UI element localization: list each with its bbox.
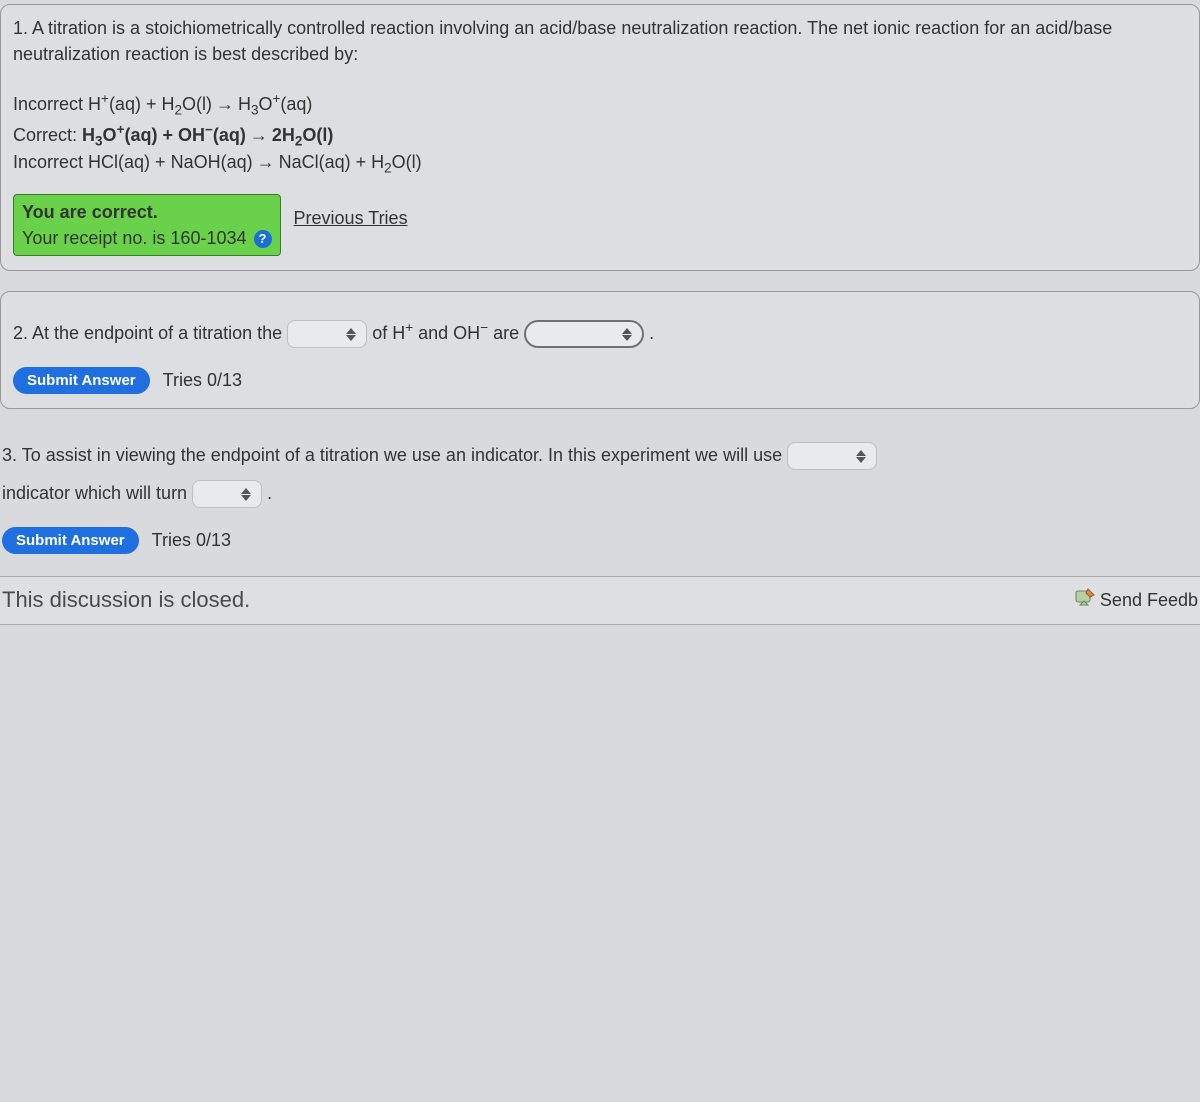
chevron-up-down-icon bbox=[346, 328, 356, 341]
q3-tries: Tries 0/13 bbox=[152, 530, 231, 550]
help-icon[interactable]: ? bbox=[254, 230, 272, 248]
discussion-closed-text: This discussion is closed. bbox=[2, 587, 250, 613]
correct-row: You are correct. Your receipt no. is 160… bbox=[13, 180, 1187, 256]
correct-feedback-box: You are correct. Your receipt no. is 160… bbox=[13, 194, 281, 256]
answer-a: Incorrect H+(aq) + H2O(l)→H3O+(aq) bbox=[13, 91, 1187, 118]
q2-tries: Tries 0/13 bbox=[163, 370, 242, 390]
chevron-up-down-icon bbox=[856, 450, 866, 463]
submit-answer-button[interactable]: Submit Answer bbox=[2, 527, 139, 554]
question-1-block: 1. A titration is a stoichiometrically c… bbox=[0, 4, 1200, 271]
answer-b: Correct: H3O+(aq) + OH−(aq)→2H2O(l) bbox=[13, 122, 1187, 149]
q3-pre: 3. To assist in viewing the endpoint of … bbox=[2, 445, 782, 465]
send-feedback-link[interactable]: Send Feedb bbox=[1074, 587, 1198, 614]
q3-select-2[interactable] bbox=[192, 480, 262, 508]
correct-line1: You are correct. bbox=[22, 202, 158, 222]
q2-pre: 2. At the endpoint of a titration the bbox=[13, 323, 282, 343]
correct-line2-pre: Your receipt no. is bbox=[22, 228, 170, 248]
q2-select-2[interactable] bbox=[524, 320, 644, 348]
question-2-block: 2. At the endpoint of a titration the of… bbox=[0, 291, 1200, 409]
q3-submit-row: Submit Answer Tries 0/13 bbox=[2, 527, 1198, 554]
send-feedback-label: Send Feedb bbox=[1100, 590, 1198, 611]
q3-line2: indicator which will turn bbox=[2, 483, 187, 503]
q2-select-1[interactable] bbox=[287, 320, 367, 348]
answer-a-equation: H+(aq) + H2O(l)→H3O+(aq) bbox=[88, 94, 312, 114]
feedback-icon bbox=[1074, 587, 1096, 614]
answer-c: Incorrect HCl(aq) + NaOH(aq)→NaCl(aq) + … bbox=[13, 152, 1187, 176]
question-2-text: 2. At the endpoint of a titration the of… bbox=[13, 314, 1187, 353]
question-3-text: 3. To assist in viewing the endpoint of … bbox=[2, 437, 1198, 475]
q3-period: . bbox=[267, 483, 272, 503]
question-3-block: 3. To assist in viewing the endpoint of … bbox=[0, 437, 1200, 554]
chevron-up-down-icon bbox=[622, 328, 632, 341]
question-3-text-line2: indicator which will turn . bbox=[2, 475, 1198, 513]
receipt-number: 160-1034 bbox=[170, 228, 246, 248]
discussion-footer: This discussion is closed. Send Feedb bbox=[0, 576, 1200, 625]
answer-a-prefix: Incorrect bbox=[13, 94, 83, 114]
q3-select-1[interactable] bbox=[787, 442, 877, 470]
previous-tries-link[interactable]: Previous Tries bbox=[294, 208, 408, 229]
q2-mid: of H+ and OH− are bbox=[372, 323, 519, 343]
answer-c-equation: HCl(aq) + NaOH(aq)→NaCl(aq) + H2O(l) bbox=[88, 152, 422, 172]
submit-answer-button[interactable]: Submit Answer bbox=[13, 367, 150, 394]
question-1-prompt: 1. A titration is a stoichiometrically c… bbox=[13, 15, 1187, 67]
chevron-up-down-icon bbox=[241, 488, 251, 501]
answer-b-equation: H3O+(aq) + OH−(aq)→2H2O(l) bbox=[82, 125, 333, 145]
question-1-answers: Incorrect H+(aq) + H2O(l)→H3O+(aq) Corre… bbox=[13, 91, 1187, 176]
q2-period: . bbox=[649, 323, 654, 343]
answer-c-prefix: Incorrect bbox=[13, 152, 83, 172]
q2-submit-row: Submit Answer Tries 0/13 bbox=[13, 367, 1187, 394]
answer-b-prefix: Correct: bbox=[13, 125, 77, 145]
